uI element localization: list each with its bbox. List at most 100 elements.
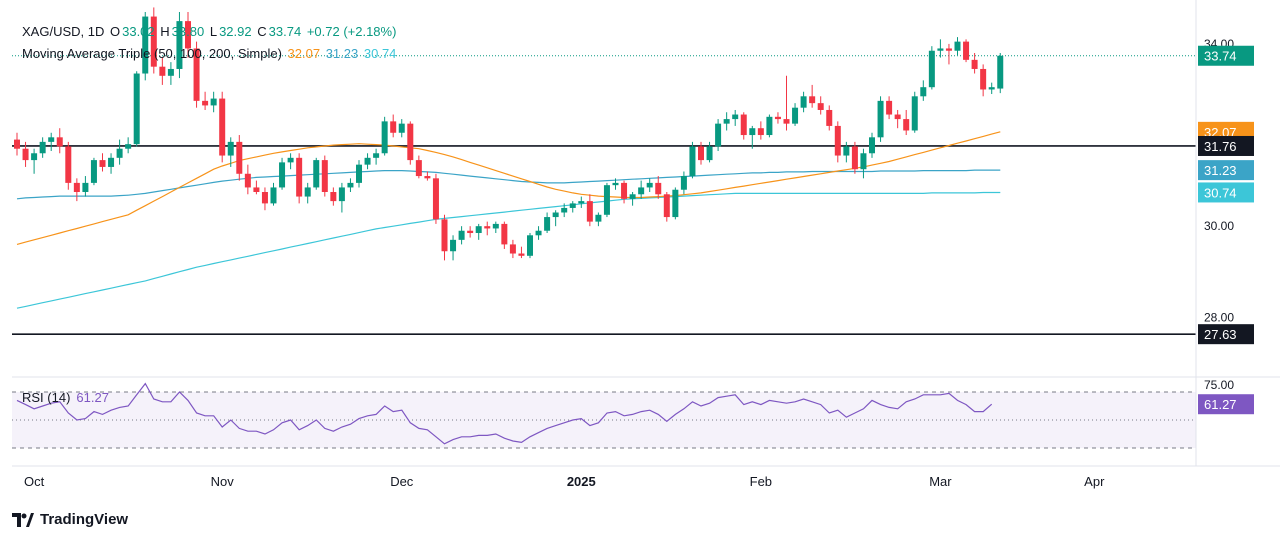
ma-legend: Moving Average Triple (50, 100, 200, Sim… — [22, 46, 398, 61]
candle-body-38 — [338, 187, 345, 202]
candle-body-82 — [715, 123, 722, 147]
candle-body-47 — [415, 160, 422, 177]
price-badge-0 — [1198, 45, 1254, 66]
candle-body-79 — [689, 146, 696, 177]
candle-body-108 — [937, 48, 944, 51]
candle-body-95 — [826, 109, 833, 126]
candle-body-0 — [14, 139, 20, 149]
candle-body-113 — [980, 68, 987, 90]
price-badge-label-3: 31.23 — [1204, 163, 1237, 178]
candle-body-23 — [210, 98, 217, 106]
tradingview-logo[interactable]: TradingView — [12, 511, 128, 528]
close-label: C — [257, 24, 267, 39]
ma50-value: 32.07 — [287, 46, 321, 61]
candle-body-60 — [527, 235, 533, 256]
rsi-value: 61.27 — [76, 390, 109, 405]
candle-body-77 — [672, 189, 679, 218]
price-badge-4 — [1198, 182, 1254, 203]
candle-body-106 — [920, 87, 927, 97]
candle-body-96 — [834, 125, 841, 156]
candle-body-1 — [22, 148, 29, 161]
candle-body-46 — [407, 123, 414, 161]
candle-body-26 — [236, 141, 243, 174]
candle-body-91 — [792, 107, 799, 124]
candle-body-10 — [99, 160, 106, 167]
candle-body-75 — [655, 182, 662, 195]
ma200-line — [16, 191, 1001, 309]
candle-body-71 — [621, 182, 628, 199]
candle-body-70 — [612, 182, 619, 186]
candle-body-34 — [304, 187, 311, 197]
candle-body-78 — [680, 176, 687, 190]
low-value: 32.92 — [219, 24, 252, 39]
candle-body-65 — [569, 203, 576, 208]
candle-body-5 — [56, 137, 63, 147]
price-badge-5 — [1198, 324, 1254, 345]
candle-body-40 — [356, 164, 362, 183]
candle-body-44 — [390, 121, 397, 133]
candle-body-63 — [552, 212, 559, 218]
time-axis-tick-0: Oct — [24, 474, 45, 489]
rsi-legend: RSI (14) 61.27 — [22, 390, 109, 405]
candle-body-114 — [988, 87, 995, 90]
candle-body-69 — [603, 185, 610, 215]
candle-body-53 — [467, 230, 474, 234]
price-badge-2 — [1198, 135, 1254, 156]
candle-body-51 — [450, 239, 457, 252]
close-value: 33.74 — [268, 24, 302, 39]
candle-body-6 — [65, 146, 72, 183]
candle-body-94 — [817, 103, 824, 110]
candle-body-39 — [347, 182, 354, 188]
candle-body-4 — [48, 137, 55, 142]
ohlc-legend: XAG/USD, 1D O 33.02 H 33.80 L 32.92 C 33.74 … — [22, 24, 398, 39]
candle-body-81 — [706, 146, 713, 161]
candle-body-29 — [261, 192, 268, 204]
candle-body-20 — [185, 21, 191, 49]
rsi-axis-tick: 75.00 — [1204, 378, 1234, 392]
candle-body-88 — [766, 116, 773, 136]
time-axis-tick-5: Mar — [929, 474, 952, 489]
candle-body-36 — [321, 160, 328, 192]
candle-body-14 — [133, 73, 140, 145]
candle-body-107 — [928, 50, 935, 88]
high-value: 33.80 — [171, 24, 205, 39]
candle-body-83 — [723, 119, 730, 124]
price-axis-tick-1: 30.00 — [1204, 219, 1234, 233]
price-badge-label-4: 30.74 — [1204, 185, 1237, 200]
candle-body-76 — [663, 194, 670, 218]
candle-body-73 — [638, 187, 645, 195]
candle-body-28 — [253, 187, 260, 192]
candle-body-13 — [125, 144, 132, 149]
candle-body-43 — [381, 121, 388, 154]
ma200-value: 30.74 — [363, 46, 397, 61]
candle-body-9 — [90, 160, 97, 183]
candle-body-19 — [176, 21, 183, 69]
candle-body-31 — [279, 162, 286, 188]
candle-body-101 — [877, 100, 884, 138]
candle-body-52 — [458, 230, 465, 240]
candle-body-98 — [851, 146, 858, 170]
candle-body-56 — [492, 223, 499, 229]
candle-body-87 — [757, 128, 764, 136]
candle-body-16 — [150, 16, 157, 67]
candle-body-85 — [740, 114, 747, 136]
rsi-pane[interactable] — [12, 382, 1196, 449]
candle-body-68 — [595, 214, 602, 222]
candle-body-64 — [561, 207, 568, 213]
candle-body-49 — [432, 178, 439, 220]
candle-body-92 — [800, 96, 807, 108]
brand-label: TradingView — [40, 511, 129, 528]
candle-body-3 — [39, 141, 46, 154]
price-badge-3 — [1198, 160, 1254, 181]
candle-body-50 — [441, 219, 448, 252]
rsi-title: RSI (14) — [22, 390, 71, 405]
candle-body-111 — [963, 41, 970, 60]
time-axis-tick-1: Nov — [211, 474, 235, 489]
candle-body-110 — [954, 41, 961, 51]
candle-body-100 — [869, 137, 875, 154]
candle-body-21 — [193, 48, 200, 101]
symbol-label: XAG/USD, 1D — [22, 24, 105, 39]
price-pane[interactable] — [12, 7, 1196, 335]
ma-title: Moving Average Triple (50, 100, 200, Sim… — [22, 46, 282, 61]
